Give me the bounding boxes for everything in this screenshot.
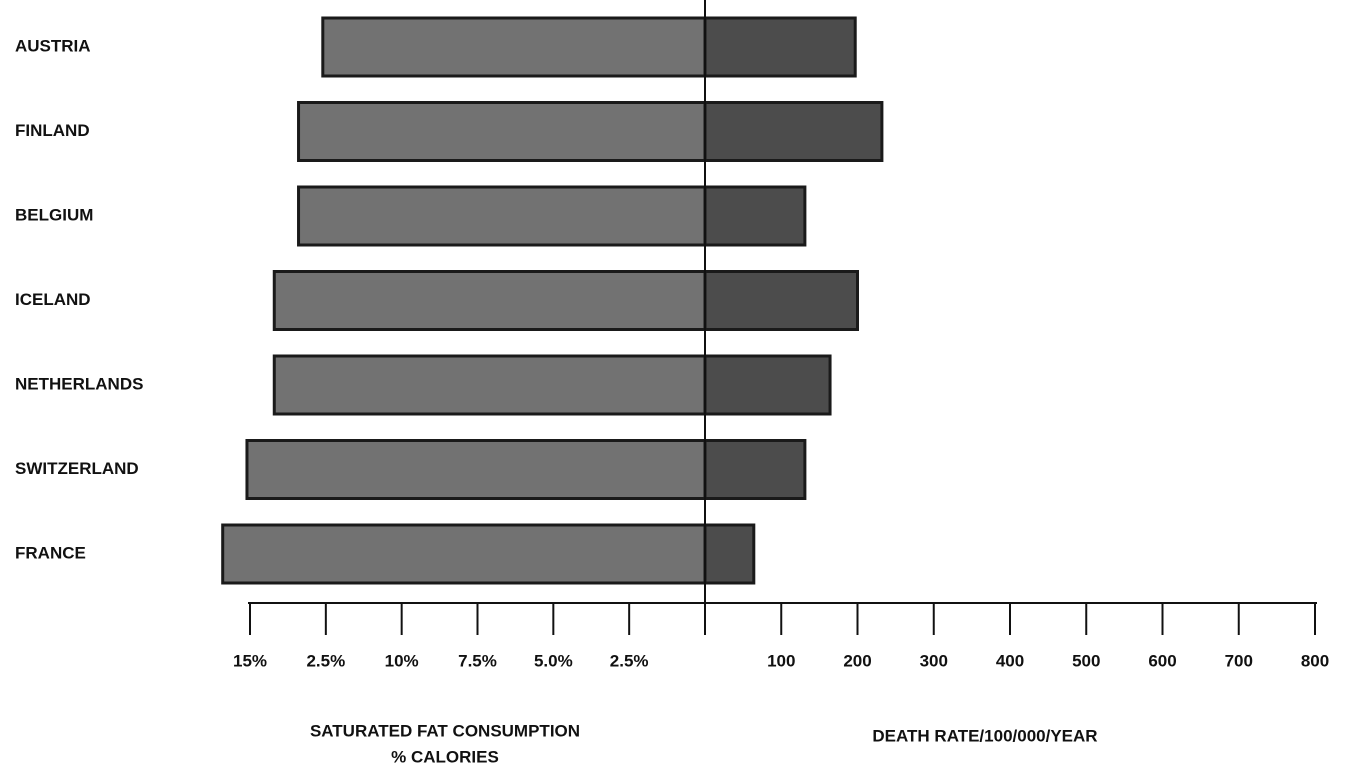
bar-right [703, 16, 857, 78]
category-label: AUSTRIA [15, 36, 91, 55]
x-tick-label: 100 [767, 651, 795, 670]
category-label: NETHERLANDS [15, 374, 143, 393]
category-label: ICELAND [15, 290, 91, 309]
bar-left [272, 270, 707, 331]
bar-left [297, 101, 707, 162]
category-label: BELGIUM [15, 205, 93, 224]
bar-right [703, 270, 859, 331]
x-tick-label: 200 [843, 651, 871, 670]
bar-right [703, 439, 807, 500]
x-tick-label: 800 [1301, 651, 1329, 670]
bar-right [703, 101, 884, 162]
x-axis-label: SATURATED FAT CONSUMPTION [310, 721, 580, 740]
bar-left [272, 354, 707, 416]
x-tick-label: 500 [1072, 651, 1100, 670]
x-tick-label: 10% [385, 651, 419, 670]
x-tick-label: 2.5% [306, 651, 345, 670]
x-tick-label: 15% [233, 651, 267, 670]
bar-left [297, 185, 707, 247]
bar-left [221, 523, 707, 585]
x-axis-label: % CALORIES [391, 747, 499, 766]
x-tick-label: 5.0% [534, 651, 573, 670]
x-axis-label: DEATH RATE/100/000/YEAR [872, 726, 1097, 745]
bar-right [703, 185, 807, 247]
bar-left [245, 439, 707, 500]
category-label: FRANCE [15, 543, 86, 562]
x-tick-label: 600 [1148, 651, 1176, 670]
bar-right [703, 354, 832, 416]
x-tick-label: 7.5% [458, 651, 497, 670]
category-label: FINLAND [15, 121, 90, 140]
bar-left [321, 16, 707, 78]
x-tick-label: 400 [996, 651, 1024, 670]
x-tick-label: 700 [1225, 651, 1253, 670]
x-tick-label: 300 [920, 651, 948, 670]
category-label: SWITZERLAND [15, 459, 139, 478]
x-tick-label: 2.5% [610, 651, 649, 670]
bar-right [703, 523, 756, 585]
